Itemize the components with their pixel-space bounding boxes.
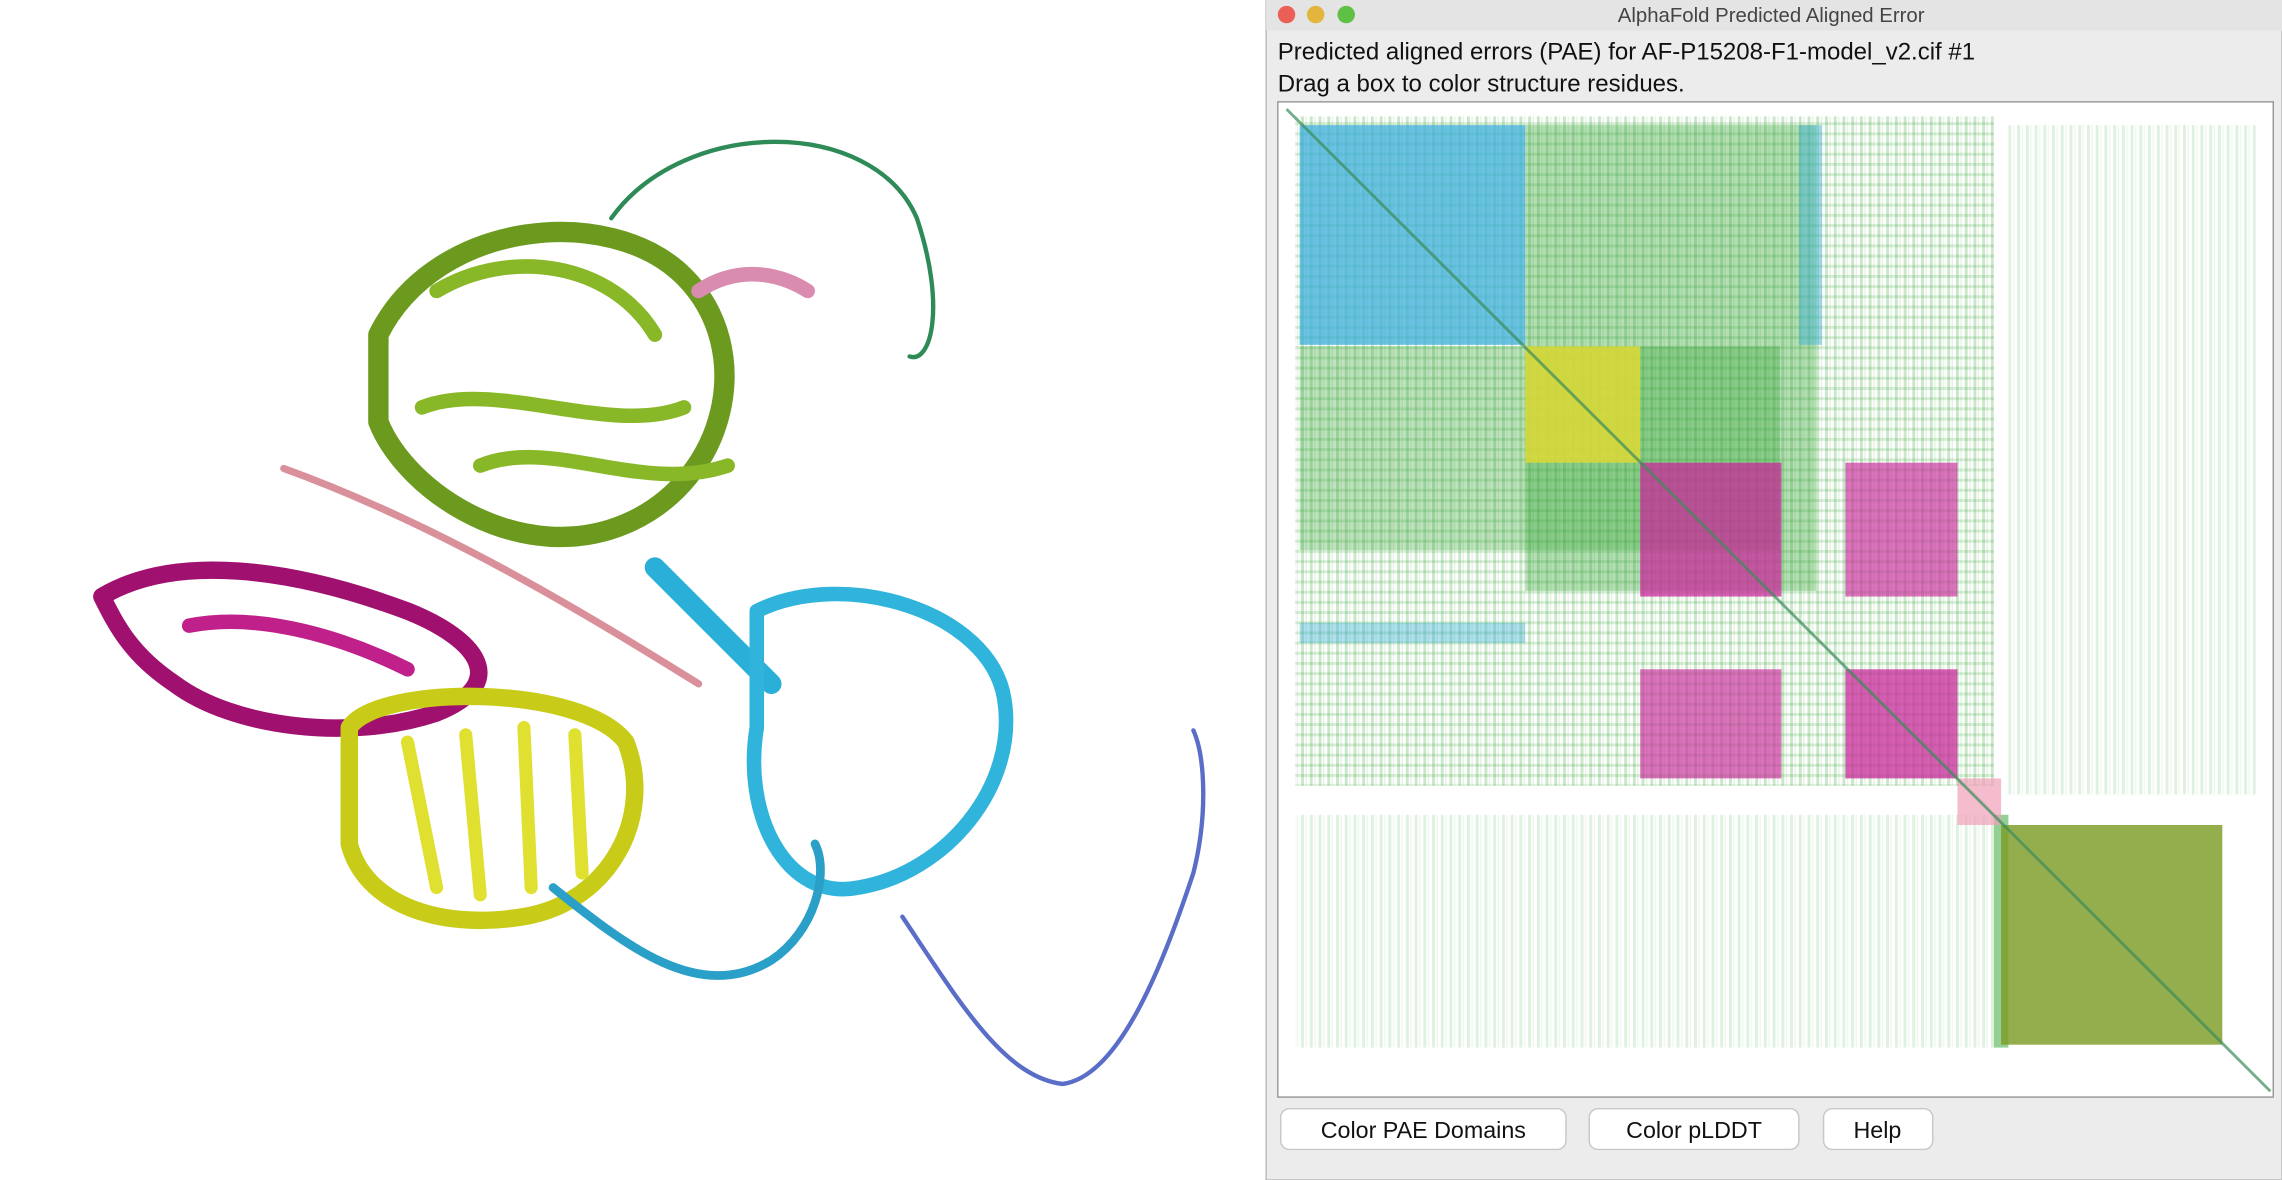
zoom-button[interactable] xyxy=(1337,5,1355,24)
structure-view[interactable] xyxy=(0,0,1264,1180)
minimize-button[interactable] xyxy=(1306,5,1325,24)
close-button[interactable] xyxy=(1277,5,1296,24)
pae-window: AlphaFold Predicted Aligned Error Predic… xyxy=(1265,0,2282,1180)
header-line: Predicted aligned errors (PAE) for AF-P1… xyxy=(1278,39,1975,66)
button[interactable]: Color pLDDT xyxy=(1588,1107,1800,1151)
title-bar xyxy=(1266,0,2282,31)
header-line: Drag a box to color structure residues. xyxy=(1278,71,1685,98)
button-label: Color pLDDT xyxy=(1626,1117,1762,1143)
pae-plot[interactable] xyxy=(1277,101,2274,1098)
button[interactable]: Help xyxy=(1822,1107,1934,1151)
button-label: Help xyxy=(1853,1117,1901,1143)
window-title: AlphaFold Predicted Aligned Error xyxy=(1618,5,1925,27)
button-label: Color PAE Domains xyxy=(1321,1117,1526,1143)
button[interactable]: Color PAE Domains xyxy=(1279,1107,1567,1151)
